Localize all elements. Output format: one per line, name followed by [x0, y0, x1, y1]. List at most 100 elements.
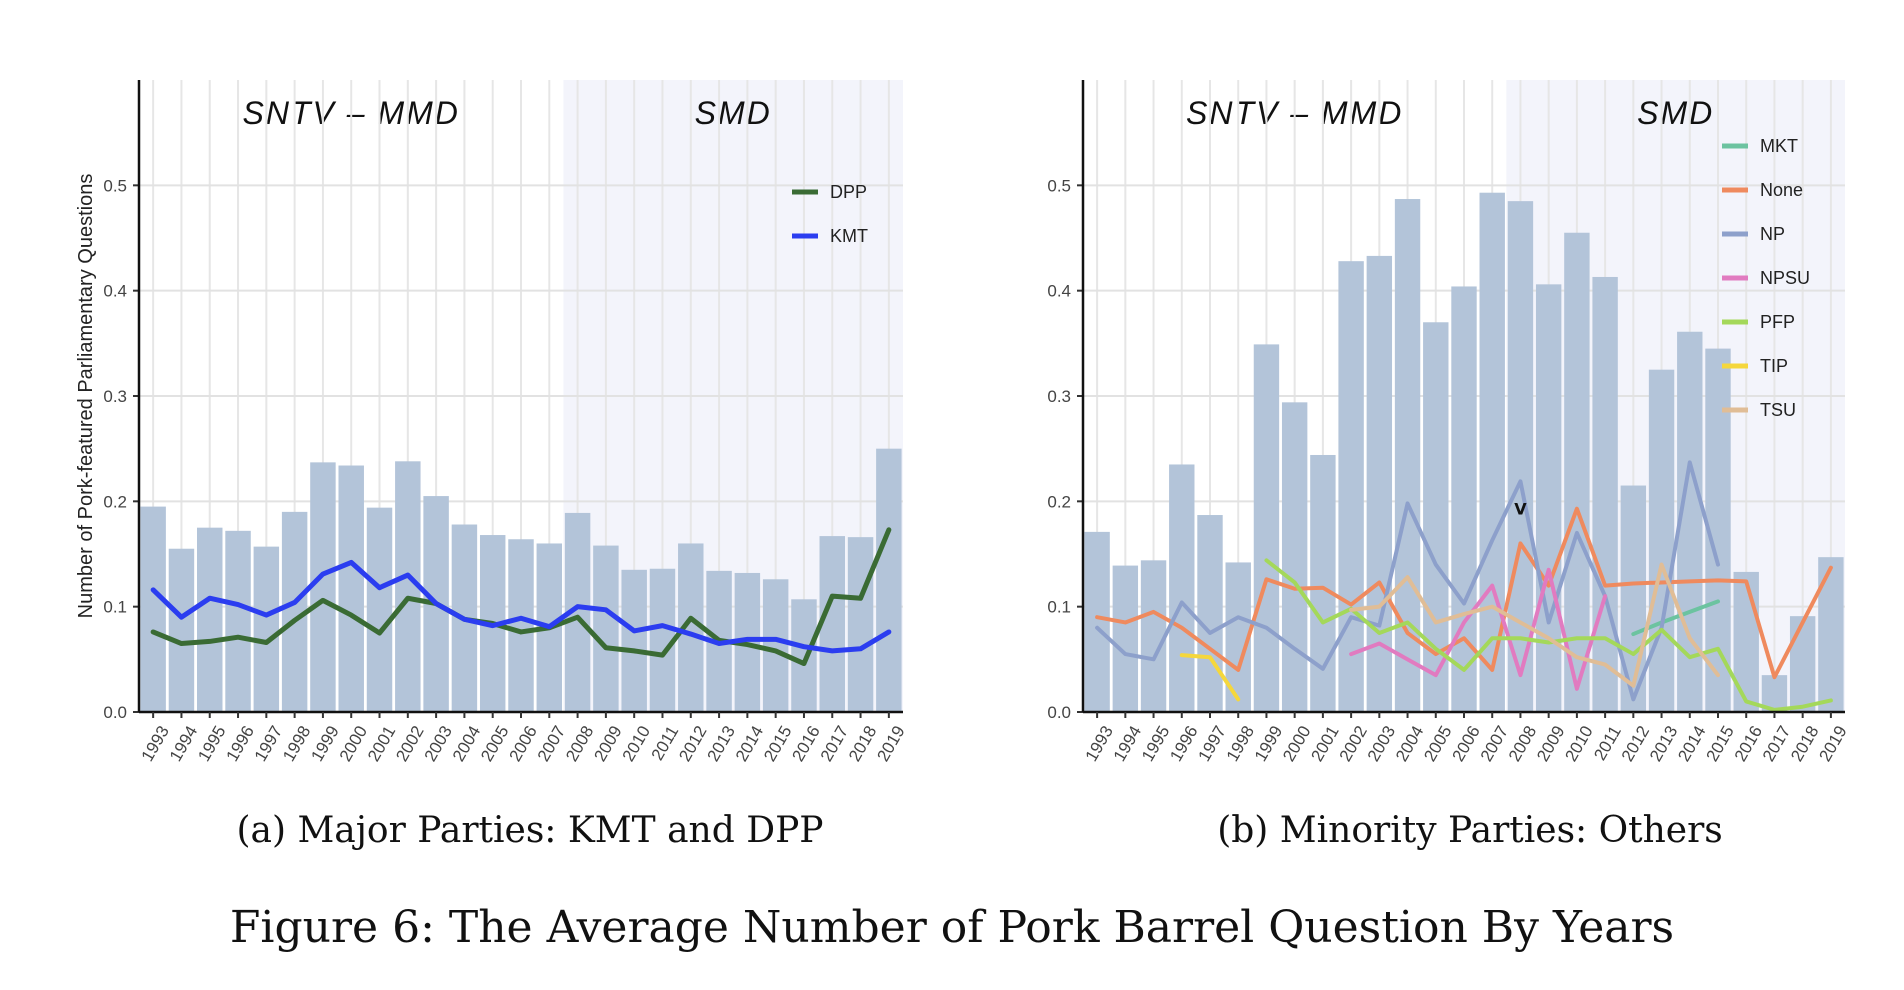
- series-line-npsu: [1349, 567, 1608, 691]
- bar-2019: [1818, 557, 1844, 712]
- bar-2015: [762, 579, 789, 712]
- x-tick-label: 2015: [760, 723, 795, 765]
- x-tick-label: 2007: [534, 723, 569, 765]
- legend-label-dpp: DPP: [830, 182, 867, 202]
- bar-2000: [1281, 402, 1308, 712]
- legend-label-kmt: KMT: [830, 226, 868, 246]
- x-tick-label: 2007: [1477, 723, 1512, 765]
- x-tick-label: 2002: [392, 723, 427, 765]
- bar-2001: [366, 507, 393, 712]
- x-tick-label: 2002: [1336, 723, 1371, 765]
- y-tick-label: 0.0: [103, 703, 127, 722]
- series-line-np: [1095, 460, 1720, 702]
- legend-label-np: NP: [1760, 224, 1785, 244]
- x-tick-label: 2005: [1420, 723, 1455, 765]
- figure-title: Figure 6: The Average Number of Pork Bar…: [229, 902, 1675, 953]
- x-tick-label: 2011: [648, 723, 683, 764]
- bar-2011: [1592, 276, 1618, 712]
- x-tick-label: 1994: [166, 723, 201, 765]
- x-tick-label: 2013: [1646, 723, 1681, 765]
- bar-2016: [791, 599, 817, 712]
- bar-2010: [621, 569, 647, 712]
- series-line-dpp: [150, 527, 892, 667]
- chart-panel-major-parties: SNTV – MMD SMD0.00.10.20.30.40.5199319941…: [75, 80, 909, 765]
- series-line-tip: [1179, 653, 1241, 702]
- y-tick-label: 0.4: [1047, 282, 1071, 301]
- x-tick-label: 2012: [675, 723, 710, 765]
- annotation-marker: V: [1514, 500, 1527, 519]
- bar-2013: [1648, 369, 1675, 712]
- bar-1995: [1140, 560, 1167, 712]
- y-axis-title: Number of Pork-featured Parliamentary Qu…: [75, 174, 97, 619]
- bar-2017: [819, 536, 845, 712]
- x-tick-label: 2003: [421, 723, 456, 765]
- y-tick-label: 0.1: [103, 598, 127, 617]
- x-tick-label: 1996: [1166, 723, 1201, 765]
- legend-label-npsu: NPSU: [1760, 268, 1810, 288]
- x-tick-label: 1996: [223, 723, 258, 765]
- bar-1996: [1169, 464, 1195, 712]
- x-tick-label: 2000: [336, 723, 371, 765]
- x-tick-label: 1999: [1251, 723, 1286, 765]
- series-line-pfp: [1264, 558, 1833, 712]
- legend-label-mkt: MKT: [1760, 136, 1798, 156]
- y-tick-label: 0.2: [103, 492, 127, 511]
- x-tick-label: 1999: [307, 723, 342, 765]
- y-tick-label: 0.4: [103, 282, 127, 301]
- y-tick-label: 0.3: [103, 387, 127, 406]
- x-tick-label: 2000: [1279, 723, 1314, 765]
- bar-2009: [1535, 284, 1562, 712]
- x-tick-label: 2015: [1702, 723, 1737, 765]
- x-tick-label: 2006: [1448, 723, 1483, 765]
- bar-2000: [338, 465, 364, 712]
- y-tick-label: 0.1: [1047, 598, 1071, 617]
- bar-2001: [1310, 454, 1336, 712]
- panel-b-caption: (b) Minority Parties: Others: [1217, 810, 1723, 851]
- bar-2018: [847, 537, 874, 712]
- x-tick-label: 1994: [1110, 723, 1145, 765]
- bar-1999: [1253, 344, 1280, 712]
- x-tick-label: 2008: [562, 723, 597, 765]
- y-tick-label: 0.2: [1047, 492, 1071, 511]
- x-tick-label: 2016: [1731, 723, 1766, 765]
- legend-label-pfp: PFP: [1760, 312, 1795, 332]
- bar-2019: [876, 448, 902, 712]
- bar-1999: [310, 462, 336, 712]
- x-tick-label: 2019: [1815, 723, 1850, 765]
- bar-2018: [1789, 616, 1816, 712]
- x-tick-label: 2004: [449, 723, 484, 765]
- bar-2002: [1338, 261, 1364, 712]
- x-tick-label: 2016: [788, 723, 823, 765]
- x-tick-label: 2012: [1618, 723, 1653, 765]
- bar-1994: [168, 548, 195, 712]
- x-tick-label: 2017: [817, 723, 852, 765]
- x-tick-label: 1998: [1223, 723, 1258, 765]
- x-tick-label: 1993: [138, 723, 173, 765]
- legend-label-tsu: TSU: [1760, 400, 1796, 420]
- x-tick-label: 2003: [1364, 723, 1399, 765]
- chart-panel-minority-parties: SNTV – MMD SMD0.00.10.20.30.40.5V19931994…: [1047, 80, 1851, 765]
- x-tick-label: 2009: [590, 723, 625, 765]
- x-tick-label: 2008: [1505, 723, 1540, 765]
- bar-2009: [593, 545, 619, 712]
- bar-2016: [1733, 571, 1759, 712]
- bar-1993: [140, 506, 166, 712]
- x-tick-label: 2014: [1674, 723, 1709, 765]
- x-tick-label: 2017: [1759, 723, 1794, 765]
- panel-a-caption: (a) Major Parties: KMT and DPP: [236, 810, 824, 851]
- x-tick-label: 2018: [845, 723, 880, 765]
- bar-1997: [253, 546, 280, 712]
- legend-label-none: None: [1760, 180, 1803, 200]
- series-line-none: [1095, 506, 1833, 680]
- x-tick-label: 1995: [194, 723, 229, 765]
- bar-2006: [508, 539, 534, 712]
- bar-2003: [1366, 255, 1393, 712]
- x-tick-label: 2004: [1392, 723, 1427, 765]
- x-tick-label: 2009: [1533, 723, 1568, 765]
- x-tick-label: 2001: [1307, 723, 1342, 765]
- region-label: SMD: [1637, 95, 1714, 131]
- y-tick-label: 0.5: [1047, 176, 1071, 195]
- x-tick-label: 2010: [1561, 723, 1596, 765]
- region-label: SMD: [695, 95, 772, 131]
